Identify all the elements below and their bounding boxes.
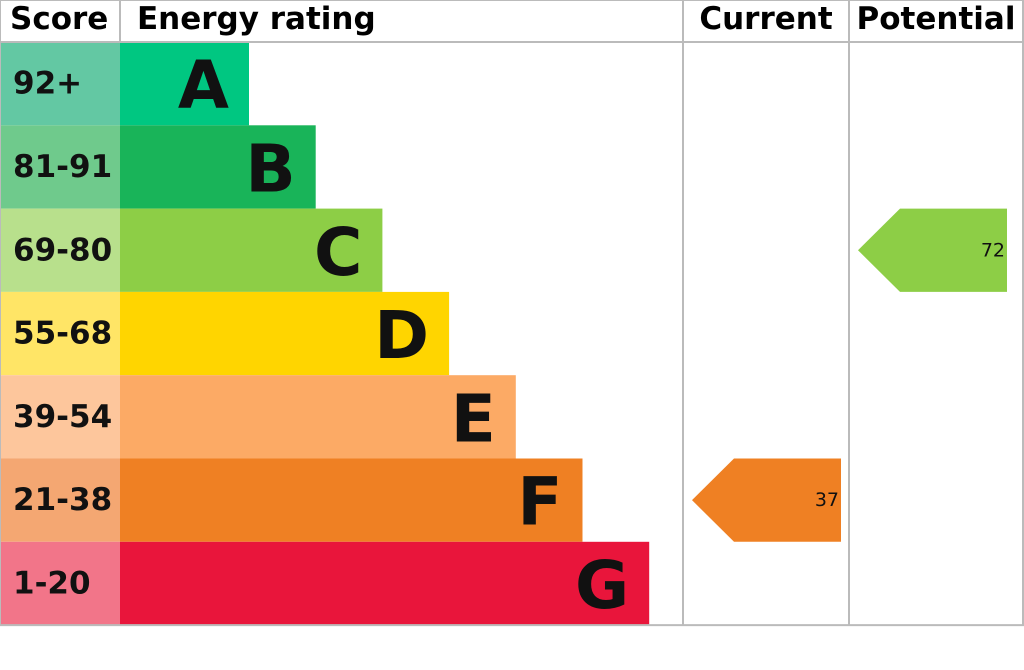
score-label: 39-54 — [13, 399, 112, 435]
score-cell — [0, 458, 120, 542]
rating-letter: G — [575, 547, 629, 624]
rating-letter: E — [451, 380, 496, 457]
rating-bar — [120, 125, 316, 209]
score-label: 92+ — [13, 66, 82, 102]
score-cell — [0, 208, 120, 292]
score-label: 55-68 — [13, 316, 112, 352]
score-cell — [0, 125, 120, 209]
score-label: 81-91 — [13, 149, 112, 185]
rating-letter: F — [517, 464, 562, 541]
header-score: Score — [10, 1, 108, 37]
potential-arrow — [858, 208, 1007, 292]
current-arrow — [692, 458, 841, 542]
header-potential: Potential — [857, 1, 1016, 37]
rating-bar — [120, 541, 650, 626]
current-value: 37 — [815, 489, 839, 511]
score-label: 69-80 — [13, 232, 112, 268]
score-cell — [0, 291, 120, 376]
rating-letter: B — [245, 130, 295, 207]
score-label: 21-38 — [13, 482, 112, 518]
score-cell — [0, 375, 120, 459]
rating-letter: C — [314, 214, 362, 291]
rating-bar — [120, 291, 450, 376]
score-label: 1-20 — [13, 565, 91, 601]
score-cell — [0, 42, 120, 126]
rating-bar — [120, 458, 583, 542]
rating-bar — [120, 42, 249, 126]
rating-letter: A — [178, 47, 229, 124]
score-cell — [0, 541, 120, 626]
header-rating: Energy rating — [137, 1, 376, 37]
rating-bar — [120, 208, 383, 292]
rating-bar — [120, 375, 516, 459]
header-current: Current — [699, 1, 832, 37]
rating-letter: D — [374, 297, 429, 374]
potential-value: 72 — [981, 239, 1005, 261]
